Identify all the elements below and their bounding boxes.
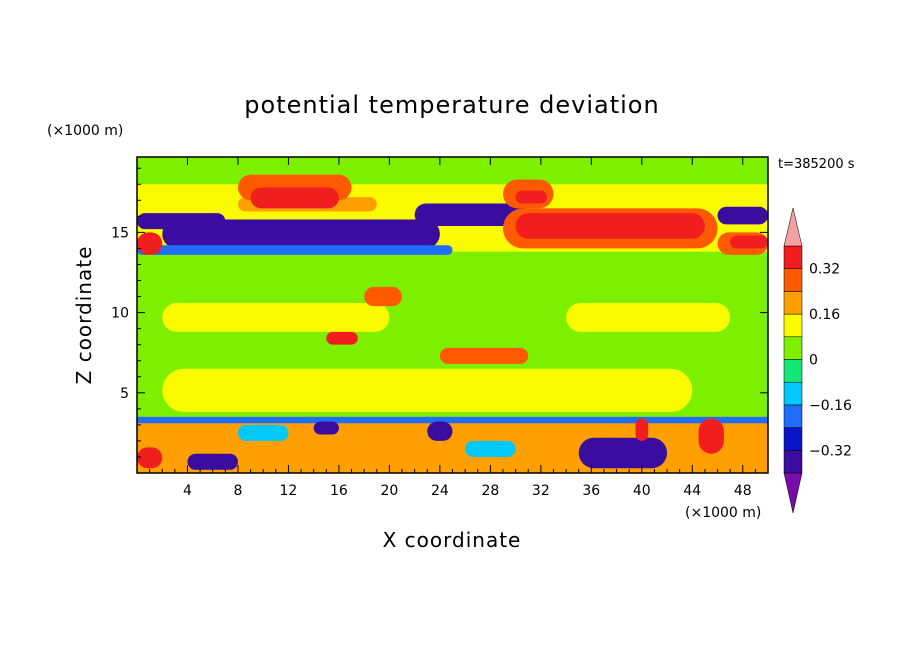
colorbar-bottom-triangle: [783, 472, 803, 514]
y-axis-title: Z coordinate: [72, 246, 96, 385]
x-tick-label: 40: [633, 483, 651, 499]
x-tick-label: 24: [431, 483, 449, 499]
x-tick-label: 44: [683, 483, 701, 499]
field-region-33: [137, 447, 163, 469]
x-tick-label: 8: [233, 483, 242, 499]
colorbar-band: [783, 268, 803, 292]
field-region-10: [137, 245, 453, 255]
x-tick-label: 12: [280, 483, 298, 499]
field-region-29: [465, 440, 516, 457]
x-axis: 4 8 12 16 20 24 28 32 36 40 44 48: [149, 157, 756, 499]
time-label: t=385200 s: [778, 157, 855, 172]
y-unit-label: (×1000 m): [47, 123, 123, 139]
field-region-3: [162, 368, 693, 413]
x-tick-label: 32: [532, 483, 550, 499]
field-region-13: [250, 187, 339, 209]
colorbar-top-triangle: [783, 207, 803, 247]
x-tick-label: 48: [734, 483, 752, 499]
y-axis: 5 10 15: [111, 167, 768, 458]
field-region-20: [137, 232, 163, 255]
x-tick-label: 16: [330, 483, 348, 499]
colorbar-band: [783, 381, 803, 406]
x-tick-label: 4: [183, 483, 192, 499]
colorbar: 0.32 0.16 0 −0.16 −0.32: [783, 207, 852, 514]
field-region-9: [717, 206, 768, 225]
field-region-30: [237, 424, 289, 441]
field-region-4: [162, 302, 390, 332]
field-region-21: [364, 286, 403, 307]
field-region-26: [313, 421, 339, 435]
colorbar-band: [783, 427, 803, 451]
x-tick-label: 36: [582, 483, 600, 499]
colorbar-tick-label: −0.16: [809, 398, 852, 414]
field-region-8: [414, 203, 529, 226]
x-axis-title: X coordinate: [383, 528, 522, 552]
field-region-17: [515, 213, 705, 239]
x-tick-label: 20: [380, 483, 398, 499]
field-region-22: [326, 331, 358, 345]
colorbar-tick-label: 0.16: [809, 307, 840, 323]
field-region-25: [187, 453, 238, 470]
y-tick-label: 5: [120, 386, 129, 402]
x-tick-label: 28: [481, 483, 499, 499]
field-region-7: [162, 219, 440, 249]
field-region-2: [137, 157, 768, 185]
colorbar-band: [783, 313, 803, 338]
colorbar-band: [783, 450, 803, 474]
colorbar-band: [783, 359, 803, 383]
colorbar-band: [783, 336, 803, 360]
y-tick-label: 15: [111, 225, 129, 241]
field-region-28: [578, 437, 668, 469]
colorbar-band: [783, 245, 803, 269]
field-region-24: [137, 416, 768, 424]
field-region-32: [698, 418, 724, 454]
colorbar-band: [783, 404, 803, 428]
field-region-34: [439, 347, 529, 364]
field-region-27: [427, 421, 453, 441]
chart-title: potential temperature deviation: [244, 91, 659, 119]
field-region-19: [730, 235, 768, 249]
colorbar-tick-label: 0.32: [809, 262, 840, 278]
field-region-31: [635, 418, 649, 441]
y-tick-label: 10: [111, 306, 129, 322]
x-unit-label: (×1000 m): [685, 505, 761, 521]
field-region-5: [566, 302, 731, 332]
colorbar-band: [783, 291, 803, 315]
plot-area: [137, 157, 768, 473]
colorbar-tick-label: −0.32: [809, 443, 852, 459]
colorbar-tick-label: 0: [809, 353, 818, 369]
field-region-15: [515, 190, 548, 204]
